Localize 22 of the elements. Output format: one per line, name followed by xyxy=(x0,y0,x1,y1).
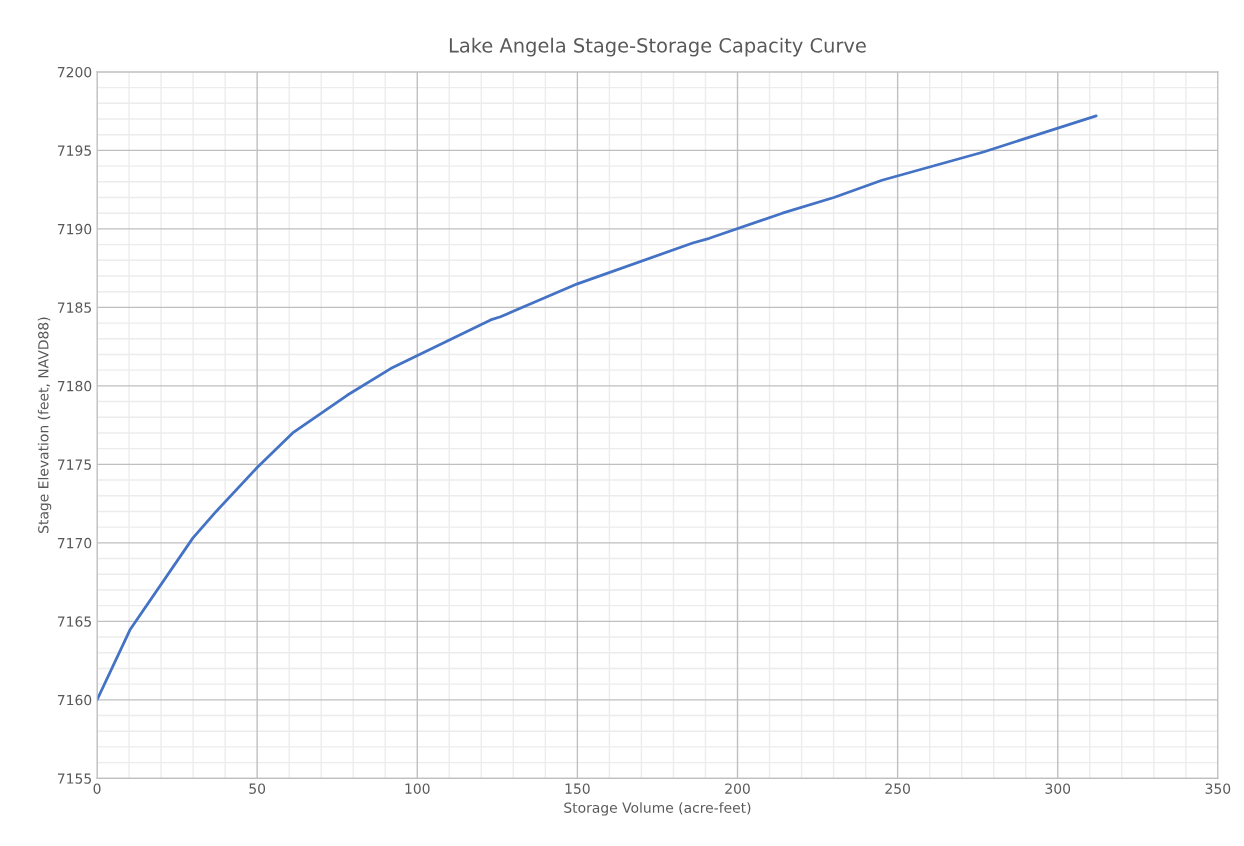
y-tick-label: 7200 xyxy=(57,66,92,78)
x-tick-label: 300 xyxy=(1045,783,1071,794)
y-tick-label: 7155 xyxy=(57,773,91,784)
x-tick-label: 200 xyxy=(725,783,750,794)
y-tick-label: 7170 xyxy=(57,537,92,549)
y-tick-label: 7175 xyxy=(57,459,91,470)
x-tick-label: 250 xyxy=(885,783,910,794)
y-tick-label: 7185 xyxy=(57,302,91,313)
x-tick-label: 100 xyxy=(405,783,430,794)
y-tick-label: 7165 xyxy=(57,616,91,627)
y-axis-title: Stage Elevation (feet, NAVD88) xyxy=(37,317,52,533)
y-tick-label: 7160 xyxy=(57,694,92,706)
y-tick-label: 7195 xyxy=(57,145,91,156)
x-axis-title: Storage Volume (acre-feet) xyxy=(564,802,751,816)
x-tick-label: 0 xyxy=(93,783,101,794)
line-series xyxy=(97,114,1098,702)
y-tick-label: 7180 xyxy=(57,380,92,392)
x-tick-label: 50 xyxy=(249,783,266,794)
y-tick-label: 7190 xyxy=(57,223,92,235)
x-tick-label: 150 xyxy=(565,783,590,794)
x-tick-label: 350 xyxy=(1205,783,1231,794)
chart-title: Lake Angela Stage-Storage Capacity Curve xyxy=(449,37,866,57)
